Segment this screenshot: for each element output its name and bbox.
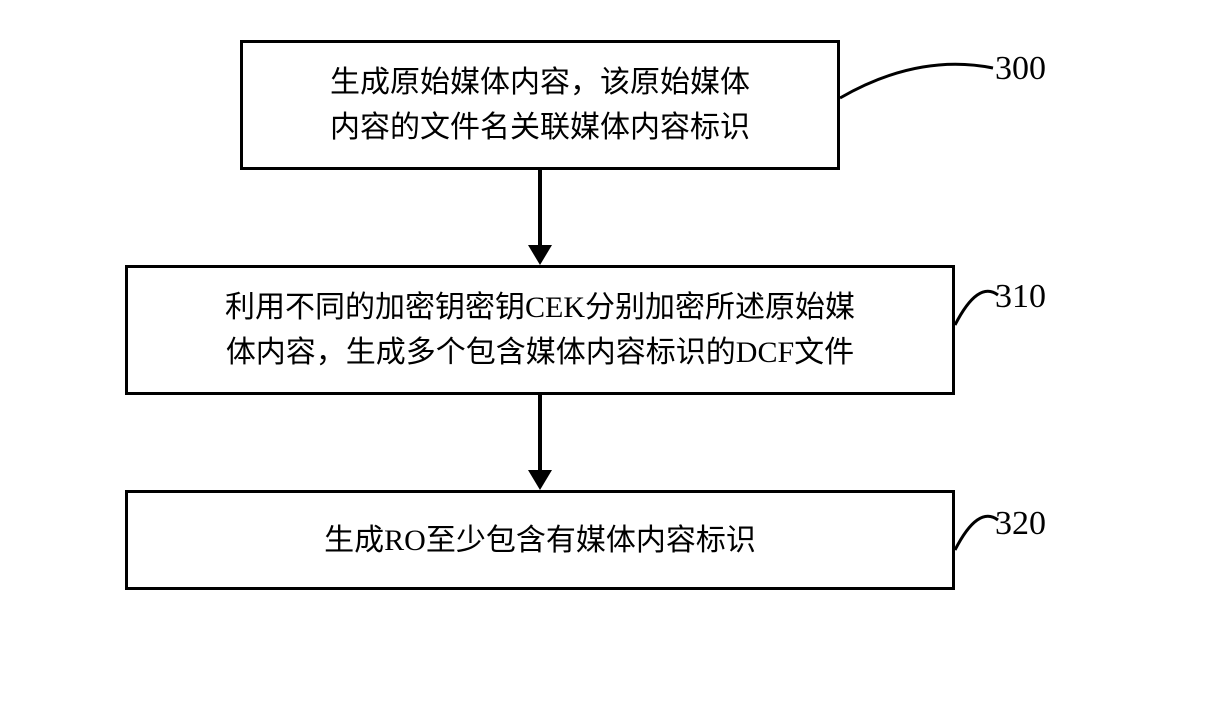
arrow-1 [528,170,552,265]
step3-line1: 生成RO至少包含有媒体内容标识 [324,518,756,563]
step2-line2: 体内容，生成多个包含媒体内容标识的DCF文件 [226,330,854,375]
step1-line1: 生成原始媒体内容，该原始媒体 [330,60,750,105]
arrow-2 [528,395,552,490]
leader-curve-1 [838,48,998,118]
step2-line1: 利用不同的加密钥密钥CEK分别加密所述原始媒 [225,285,855,330]
flowchart-node-step1: 生成原始媒体内容，该原始媒体 内容的文件名关联媒体内容标识 [240,40,840,170]
step1-line2: 内容的文件名关联媒体内容标识 [330,105,750,150]
flowchart-node-step2: 利用不同的加密钥密钥CEK分别加密所述原始媒 体内容，生成多个包含媒体内容标识的… [125,265,955,395]
label-300: 300 [995,50,1046,88]
label-320: 320 [995,505,1046,543]
flowchart-node-step3: 生成RO至少包含有媒体内容标识 [125,490,955,590]
label-310: 310 [995,278,1046,316]
